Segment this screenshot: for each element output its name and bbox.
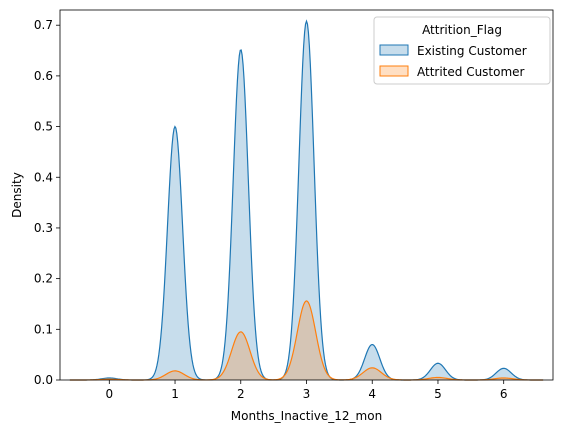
x-axis: 0 1 2 3 4 5 6 [105,380,508,401]
y-axis: 0.0 0.1 0.2 0.3 0.4 0.5 0.6 0.7 [34,18,60,387]
legend-box [373,16,551,85]
x-tick-label: 0 [105,387,113,401]
x-tick-label: 3 [303,387,311,401]
legend-label: Attrited Customer [417,65,525,79]
legend-swatch [379,44,409,56]
x-axis-label: Months_Inactive_12_mon [231,409,382,423]
y-tick-label: 0.5 [34,120,53,134]
y-tick-label: 0.7 [34,18,53,32]
y-tick-label: 0.3 [34,221,53,235]
legend: Attrition_Flag Existing Customer Attrited… [373,16,551,85]
y-tick-label: 0.2 [34,272,53,286]
x-tick-label: 2 [237,387,245,401]
kde-area [69,300,544,380]
y-axis-label: Density [10,172,24,218]
legend-title: Attrition_Flag [422,23,502,37]
y-tick-label: 0.4 [34,170,53,184]
kde-area [69,21,544,381]
x-tick-label: 1 [171,387,179,401]
x-tick-label: 5 [434,387,442,401]
y-tick-label: 0.0 [34,373,53,387]
legend-label: Existing Customer [417,44,527,58]
x-tick-label: 4 [368,387,376,401]
y-tick-label: 0.1 [34,322,53,336]
series-attrited-customer [69,300,544,381]
legend-swatch [379,65,409,77]
legend-entries: Existing Customer Attrited Customer [379,44,527,79]
x-tick-label: 6 [500,387,508,401]
y-tick-label: 0.6 [34,69,53,83]
